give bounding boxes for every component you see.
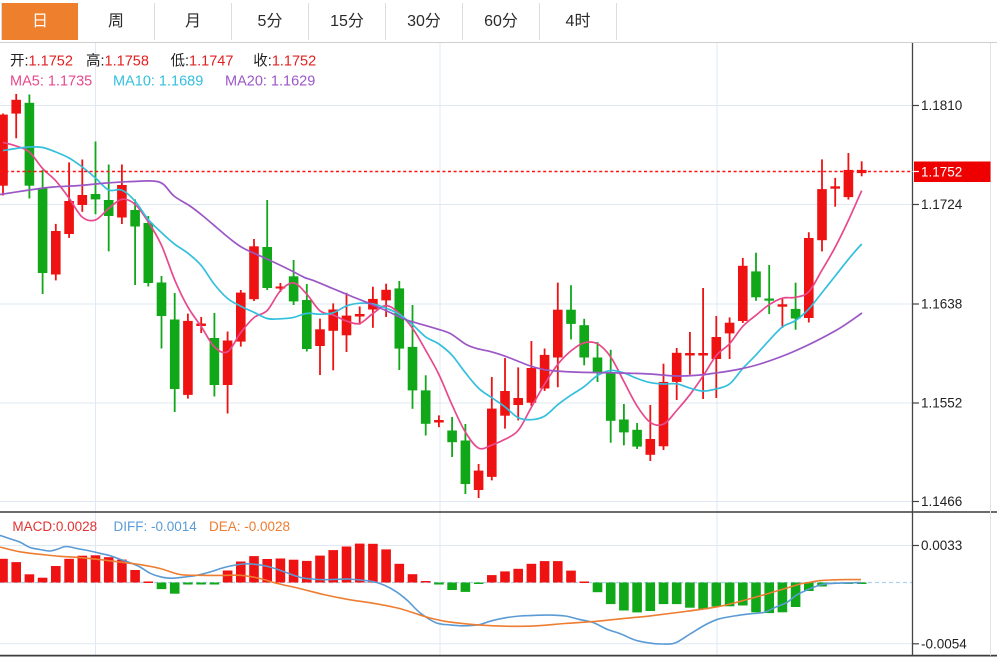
svg-text:1.1810: 1.1810	[921, 98, 962, 113]
svg-text:-0.0054: -0.0054	[921, 636, 967, 651]
svg-text:1.1724: 1.1724	[921, 197, 963, 212]
svg-text:1.1752: 1.1752	[921, 165, 962, 180]
svg-text:1.1466: 1.1466	[921, 494, 962, 509]
svg-text:1.1552: 1.1552	[921, 396, 962, 411]
svg-text:0.0033: 0.0033	[921, 538, 962, 553]
svg-text:1.1638: 1.1638	[921, 297, 962, 312]
